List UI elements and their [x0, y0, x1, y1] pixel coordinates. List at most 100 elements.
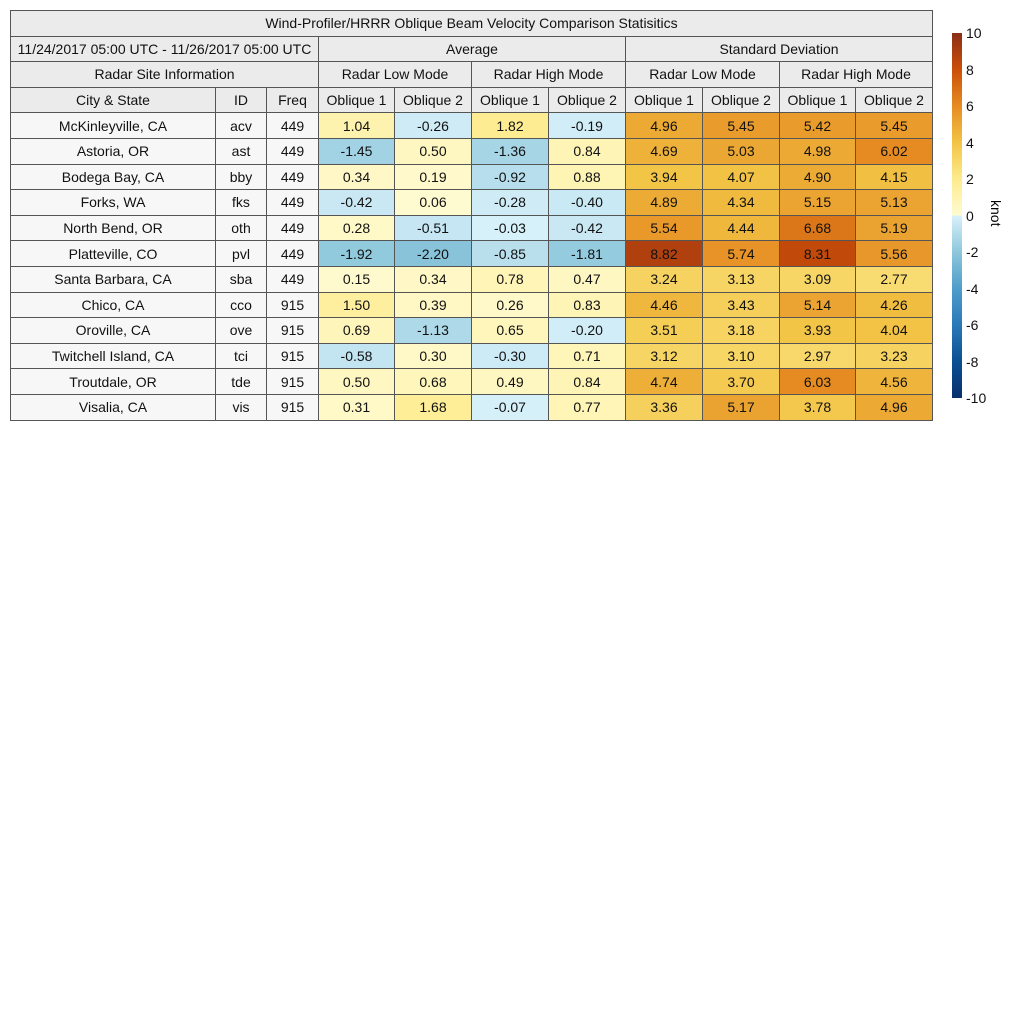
- id-cell: sba: [215, 265, 267, 293]
- id-cell: cco: [215, 291, 267, 319]
- value-cell: 8.31: [779, 240, 856, 267]
- freq-cell: 915: [266, 317, 319, 344]
- id-cell: oth: [215, 214, 267, 242]
- city-cell: Santa Barbara, CA: [10, 265, 216, 293]
- value-cell: 1.82: [471, 112, 549, 139]
- value-cell: -0.42: [318, 189, 395, 216]
- value-cell: 0.65: [471, 317, 549, 344]
- value-cell: 6.02: [855, 137, 933, 165]
- city-cell: McKinleyville, CA: [10, 112, 216, 139]
- avg-low-mode: Radar Low Mode: [318, 61, 472, 88]
- value-cell: -0.28: [471, 189, 549, 216]
- freq-cell: 449: [266, 112, 319, 139]
- value-cell: -0.03: [471, 214, 549, 242]
- colorbar-tick: 10: [966, 25, 982, 41]
- value-cell: -0.58: [318, 342, 395, 370]
- value-cell: 0.88: [548, 163, 626, 191]
- value-cell: 2.97: [779, 342, 856, 370]
- id-cell: tde: [215, 368, 267, 395]
- freq-cell: 449: [266, 189, 319, 216]
- value-cell: 4.98: [779, 137, 856, 165]
- col-oblique-2: Oblique 2: [548, 86, 626, 114]
- col-freq: Freq: [266, 86, 319, 114]
- value-cell: -0.92: [471, 163, 549, 191]
- table-row: North Bend, OR oth 449 0.28 -0.51 -0.03 -0.42 5…: [10, 214, 933, 242]
- value-cell: 0.39: [394, 291, 472, 319]
- value-cell: -1.36: [471, 137, 549, 165]
- value-cell: 4.15: [855, 163, 933, 191]
- value-cell: 3.12: [625, 342, 703, 370]
- value-cell: 0.31: [318, 393, 395, 421]
- value-cell: 4.07: [702, 163, 780, 191]
- colorbar: [952, 33, 962, 398]
- value-cell: 1.04: [318, 112, 395, 139]
- value-cell: -0.20: [548, 317, 626, 344]
- table-row: Twitchell Island, CA tci 915 -0.58 0.30 -0.30…: [10, 342, 933, 370]
- value-cell: 0.83: [548, 291, 626, 319]
- value-cell: 0.78: [471, 265, 549, 293]
- freq-cell: 449: [266, 265, 319, 293]
- table-row: Astoria, OR ast 449 -1.45 0.50 -1.36 0.84 4.69 5…: [10, 137, 933, 165]
- value-cell: -0.07: [471, 393, 549, 421]
- value-cell: 4.69: [625, 137, 703, 165]
- col-oblique-2: Oblique 2: [702, 86, 780, 114]
- colorbar-label: knot: [988, 200, 1004, 227]
- value-cell: 5.74: [702, 240, 780, 267]
- value-cell: 0.06: [394, 189, 472, 216]
- value-cell: 5.45: [855, 112, 933, 139]
- value-cell: 3.09: [779, 265, 856, 293]
- colorbar-tick: -10: [966, 390, 987, 406]
- city-cell: Troutdale, OR: [10, 368, 216, 395]
- avg-high-mode: Radar High Mode: [471, 61, 626, 88]
- value-cell: 0.26: [471, 291, 549, 319]
- value-cell: 5.19: [855, 214, 933, 242]
- date-range: 11/24/2017 05:00 UTC - 11/26/2017 05:00 …: [10, 35, 319, 63]
- value-cell: -1.45: [318, 137, 395, 165]
- colorbar-tick: -4: [966, 280, 979, 297]
- value-cell: 0.77: [548, 393, 626, 421]
- value-cell: 4.96: [625, 112, 703, 139]
- table-row: Oroville, CA ove 915 0.69 -1.13 0.65 -0.20 3.51…: [10, 317, 933, 344]
- city-cell: Oroville, CA: [10, 317, 216, 344]
- value-cell: 0.84: [548, 368, 626, 395]
- value-cell: -0.19: [548, 112, 626, 139]
- freq-cell: 449: [266, 240, 319, 267]
- group-average: Average: [318, 35, 626, 63]
- col-oblique-1: Oblique 1: [471, 86, 549, 114]
- table-row: Chico, CA cco 915 1.50 0.39 0.26 0.83 4.46 3.43 5…: [10, 291, 933, 319]
- table-row: Troutdale, OR tde 915 0.50 0.68 0.49 0.84 4.74 3…: [10, 368, 933, 395]
- value-cell: 5.03: [702, 137, 780, 165]
- value-cell: 0.47: [548, 265, 626, 293]
- value-cell: 5.42: [779, 112, 856, 139]
- col-oblique-1: Oblique 1: [625, 86, 703, 114]
- value-cell: 4.44: [702, 214, 780, 242]
- value-cell: 4.46: [625, 291, 703, 319]
- city-cell: Astoria, OR: [10, 137, 216, 165]
- value-cell: 0.71: [548, 342, 626, 370]
- value-cell: 3.18: [702, 317, 780, 344]
- city-cell: Bodega Bay, CA: [10, 163, 216, 191]
- table-title: Wind-Profiler/HRRR Oblique Beam Velocity…: [10, 10, 933, 37]
- value-cell: 5.14: [779, 291, 856, 319]
- value-cell: 2.77: [855, 265, 933, 293]
- freq-cell: 915: [266, 342, 319, 370]
- value-cell: 3.43: [702, 291, 780, 319]
- sd-low-mode: Radar Low Mode: [625, 61, 780, 88]
- colorbar-tick: -2: [966, 244, 979, 260]
- value-cell: 3.78: [779, 393, 856, 421]
- colorbar-tick: -8: [966, 353, 979, 370]
- group-standard-deviation: Standard Deviation: [625, 35, 933, 63]
- value-cell: 3.23: [855, 342, 933, 370]
- col-oblique-2: Oblique 2: [394, 86, 472, 114]
- value-cell: 3.70: [702, 368, 780, 395]
- id-cell: ove: [215, 317, 267, 344]
- value-cell: -0.30: [471, 342, 549, 370]
- col-oblique-2: Oblique 2: [855, 86, 933, 114]
- value-cell: 5.13: [855, 189, 933, 216]
- value-cell: 0.69: [318, 317, 395, 344]
- id-cell: fks: [215, 189, 267, 216]
- freq-cell: 915: [266, 393, 319, 421]
- value-cell: -1.13: [394, 317, 472, 344]
- value-cell: 4.26: [855, 291, 933, 319]
- colorbar-tick: 0: [966, 207, 974, 224]
